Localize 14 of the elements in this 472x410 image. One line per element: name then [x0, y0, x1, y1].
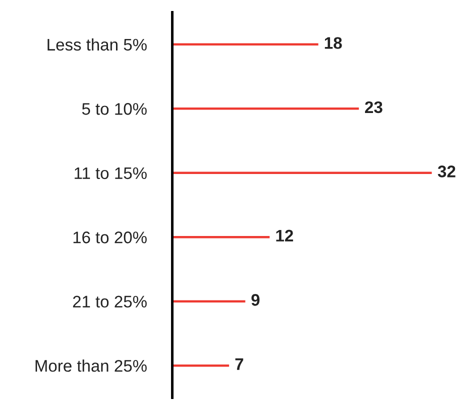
y-tick-label: 11 to 15%: [74, 167, 147, 180]
y-tick-label: 5 to 10%: [82, 103, 147, 115]
data-label: 7: [235, 358, 244, 370]
data-label: 12: [276, 230, 294, 242]
data-label: 32: [438, 166, 456, 178]
data-label: 18: [324, 37, 342, 49]
y-tick-label: 16 to 20%: [74, 232, 147, 244]
y-tick-label: 21 to 25%: [73, 296, 147, 308]
data-label: 9: [251, 294, 260, 306]
y-tick-label: Less than 5%: [48, 38, 147, 51]
y-tick-label: More than 25%: [36, 360, 147, 372]
bar: [172, 108, 359, 110]
bar: [172, 300, 246, 302]
data-label: 23: [365, 101, 382, 114]
